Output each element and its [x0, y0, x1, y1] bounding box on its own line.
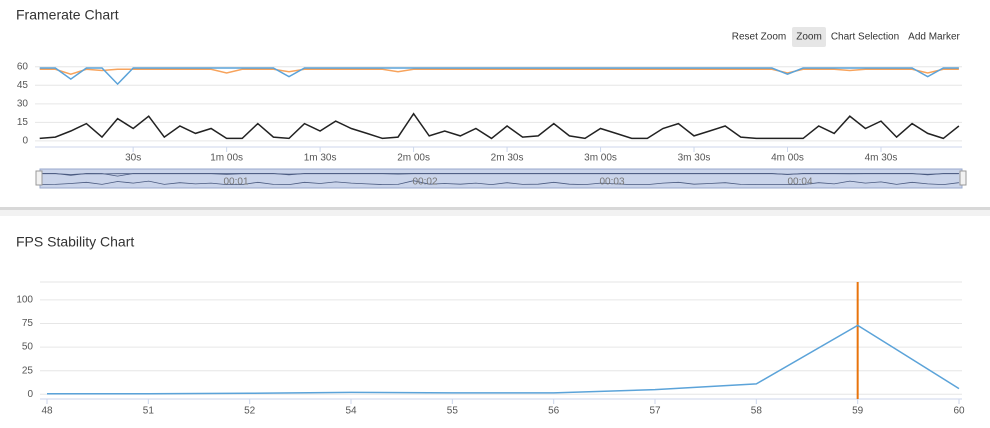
x-tick-label: 3m 00s	[584, 153, 617, 164]
x-tick-label: 60	[953, 406, 965, 417]
y-tick-label: 60	[17, 61, 29, 72]
x-tick-label: 2m 00s	[397, 153, 430, 164]
navigator-band	[39, 168, 963, 189]
navigator-label: 00:02	[412, 177, 437, 188]
y-tick-label: 0	[22, 135, 28, 146]
x-tick-label: 2m 30s	[491, 153, 524, 164]
x-tick-label: 30s	[125, 153, 141, 164]
y-tick-label: 45	[17, 80, 29, 91]
navigator-label: 00:01	[223, 177, 248, 188]
navigator-line	[39, 180, 959, 186]
toolbar: Reset Zoom Zoom Chart Selection Add Marker	[732, 27, 961, 47]
x-tick-label: 1m 00s	[210, 153, 243, 164]
y-tick-label: 30	[17, 98, 29, 109]
toolbar-button[interactable]: Add Marker	[908, 32, 960, 43]
divider	[0, 207, 990, 210]
x-tick-label: 56	[548, 406, 560, 417]
y-tick-label: 50	[22, 342, 34, 353]
navigator-label: 00:04	[787, 177, 812, 188]
chart-title: Framerate Chart	[16, 7, 119, 23]
toolbar-button[interactable]: Zoom	[796, 32, 822, 43]
x-tick-label: 1m 30s	[304, 153, 337, 164]
series-line	[39, 68, 959, 75]
x-tick-label: 54	[345, 406, 357, 417]
navigator-handle[interactable]	[35, 170, 43, 186]
x-tick-label: 58	[751, 406, 763, 417]
y-tick-label: 25	[22, 365, 34, 376]
series-line	[39, 112, 960, 140]
x-tick-label: 48	[41, 406, 53, 417]
navigator-line	[39, 173, 959, 177]
x-tick-label: 55	[447, 406, 459, 417]
x-tick-label: 59	[852, 406, 864, 417]
x-tick-label: 3m 30s	[678, 153, 711, 164]
chart-title: FPS Stability Chart	[16, 234, 134, 250]
series-line	[39, 67, 959, 86]
y-tick-label: 0	[27, 389, 33, 400]
divider-shadow	[0, 210, 990, 216]
y-tick-label: 15	[17, 117, 29, 128]
x-tick-label: 57	[649, 406, 661, 417]
toolbar-button[interactable]: Reset Zoom	[732, 32, 786, 43]
button-bg	[792, 27, 826, 47]
x-tick-label: 52	[244, 406, 256, 417]
navigator-label: 00:03	[599, 177, 624, 188]
y-tick-label: 100	[16, 295, 33, 306]
series-line	[47, 324, 960, 395]
x-tick-label: 4m 30s	[865, 153, 898, 164]
x-tick-label: 51	[143, 406, 155, 417]
y-tick-label: 75	[22, 318, 34, 329]
x-tick-label: 4m 00s	[771, 153, 804, 164]
toolbar-button[interactable]: Chart Selection	[831, 32, 899, 43]
navigator-handle[interactable]	[959, 170, 967, 186]
